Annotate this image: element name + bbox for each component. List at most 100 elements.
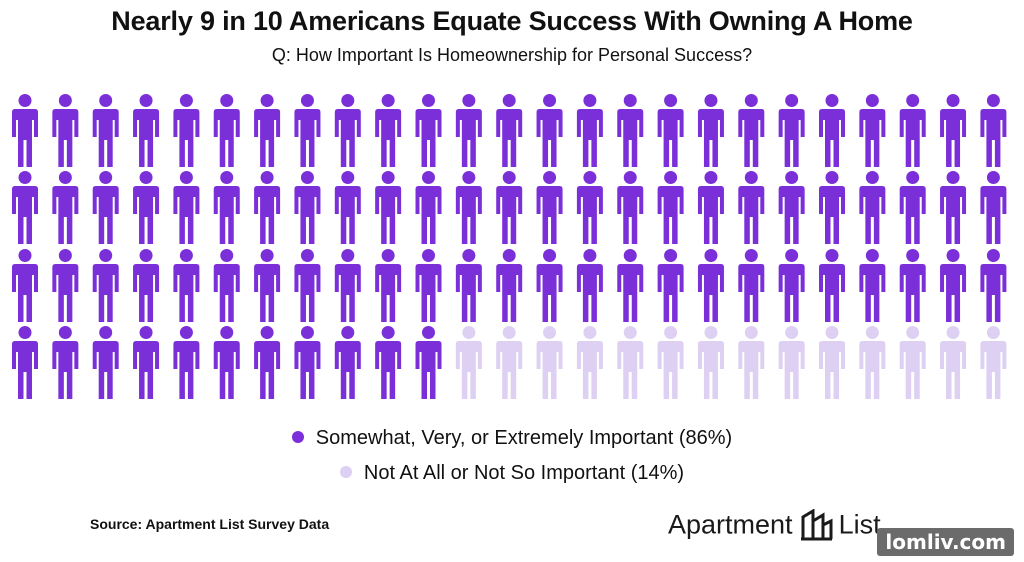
person-icon-important — [213, 326, 240, 399]
person-icon-important — [819, 249, 845, 322]
person-icon-important — [455, 171, 482, 244]
person-icon-important — [334, 249, 361, 322]
person-icon-important — [940, 249, 967, 322]
person-icon-important — [738, 249, 765, 322]
person-icon-important — [254, 94, 281, 167]
person-icon-important — [254, 171, 281, 244]
legend-item-not-important: Not At All or Not So Important (14%) — [0, 462, 1024, 485]
person-icon-not-important — [980, 326, 1007, 399]
person-icon-important — [52, 326, 79, 399]
person-icon-important — [617, 249, 644, 322]
person-icon-important — [940, 94, 967, 167]
person-icon-important — [859, 171, 886, 244]
person-icon-important — [173, 326, 200, 399]
person-icon-important — [738, 171, 765, 244]
apartment-list-logo-icon — [800, 508, 833, 541]
person-icon-important — [92, 326, 119, 399]
person-icon-important — [213, 249, 240, 322]
person-icon-not-important — [819, 326, 845, 399]
person-icon-important — [254, 326, 281, 399]
person-icon-important — [133, 171, 160, 244]
person-icon-important — [52, 249, 79, 322]
brand-word-apartment: Apartment — [668, 509, 793, 540]
person-icon-not-important — [576, 326, 603, 399]
person-icon-important — [52, 171, 79, 244]
person-icon-important — [415, 171, 442, 244]
person-icon-important — [496, 249, 523, 322]
chart-title: Nearly 9 in 10 Americans Equate Success … — [111, 6, 913, 36]
person-icon-important — [375, 249, 402, 322]
person-icon-important — [778, 171, 805, 244]
person-icon-important — [92, 249, 119, 322]
source-note: Source: Apartment List Survey Data — [90, 516, 330, 532]
person-icon-important — [899, 171, 926, 244]
person-icon-important — [819, 94, 845, 167]
legend-swatch-important — [291, 430, 304, 443]
person-icon-important — [133, 326, 160, 399]
person-icon-not-important — [697, 326, 724, 399]
apartment-list-logo: Apartment List — [668, 508, 881, 545]
person-icon-important — [576, 171, 603, 244]
person-icon-important — [657, 94, 684, 167]
person-icon-important — [92, 171, 119, 244]
person-icon-important — [12, 94, 38, 167]
person-icon-not-important — [778, 326, 805, 399]
person-icon-not-important — [455, 326, 482, 399]
person-icon-important — [899, 94, 926, 167]
person-icon-important — [778, 249, 805, 322]
person-icon-important — [173, 171, 200, 244]
person-icon-important — [455, 249, 482, 322]
person-icon-important — [657, 171, 684, 244]
person-icon-not-important — [657, 326, 684, 399]
person-icon-important — [617, 94, 644, 167]
person-icon-important — [697, 249, 724, 322]
person-icon-important — [12, 171, 38, 244]
person-icon-not-important — [536, 326, 563, 399]
person-icon-important — [697, 94, 724, 167]
person-icon-important — [133, 249, 160, 322]
person-icon-important — [213, 171, 240, 244]
person-icon-important — [536, 249, 563, 322]
person-icon-not-important — [738, 326, 765, 399]
person-icon-important — [334, 94, 361, 167]
person-icon-important — [294, 326, 321, 399]
person-icon-important — [375, 326, 402, 399]
person-icon-important — [980, 171, 1007, 244]
person-icon-important — [375, 171, 402, 244]
person-icon-important — [294, 249, 321, 322]
person-icon-important — [576, 94, 603, 167]
legend-swatch-not-important — [339, 465, 352, 478]
person-icon-important — [173, 249, 200, 322]
person-icon-important — [12, 326, 38, 399]
person-icon-important — [415, 326, 442, 399]
person-icon-important — [697, 171, 724, 244]
person-icon-important — [213, 94, 240, 167]
legend-label-not-important: Not At All or Not So Important (14%) — [363, 462, 685, 484]
person-icon-important — [294, 94, 321, 167]
person-icon-important — [455, 94, 482, 167]
person-icon-important — [496, 94, 523, 167]
legend-item-important: Somewhat, Very, or Extremely Important (… — [0, 427, 1024, 450]
person-icon-important — [536, 171, 563, 244]
watermark: lomliv.com — [877, 528, 1014, 556]
person-icon-important — [334, 326, 361, 399]
person-icon-important — [294, 171, 321, 244]
person-icon-important — [415, 94, 442, 167]
person-icon-important — [254, 249, 281, 322]
person-icon-important — [92, 94, 119, 167]
person-icon-important — [980, 94, 1007, 167]
person-icon-important — [496, 171, 523, 244]
person-icon-important — [334, 171, 361, 244]
person-icon-important — [980, 249, 1007, 322]
person-icon-important — [576, 249, 603, 322]
person-icon-important — [133, 94, 160, 167]
person-icon-important — [859, 249, 886, 322]
person-icon-not-important — [940, 326, 967, 399]
person-icon-important — [899, 249, 926, 322]
person-icon-important — [375, 94, 402, 167]
person-icon-not-important — [899, 326, 926, 399]
person-icon-important — [415, 249, 442, 322]
brand-word-list: List — [838, 509, 881, 540]
person-icon-important — [778, 94, 805, 167]
